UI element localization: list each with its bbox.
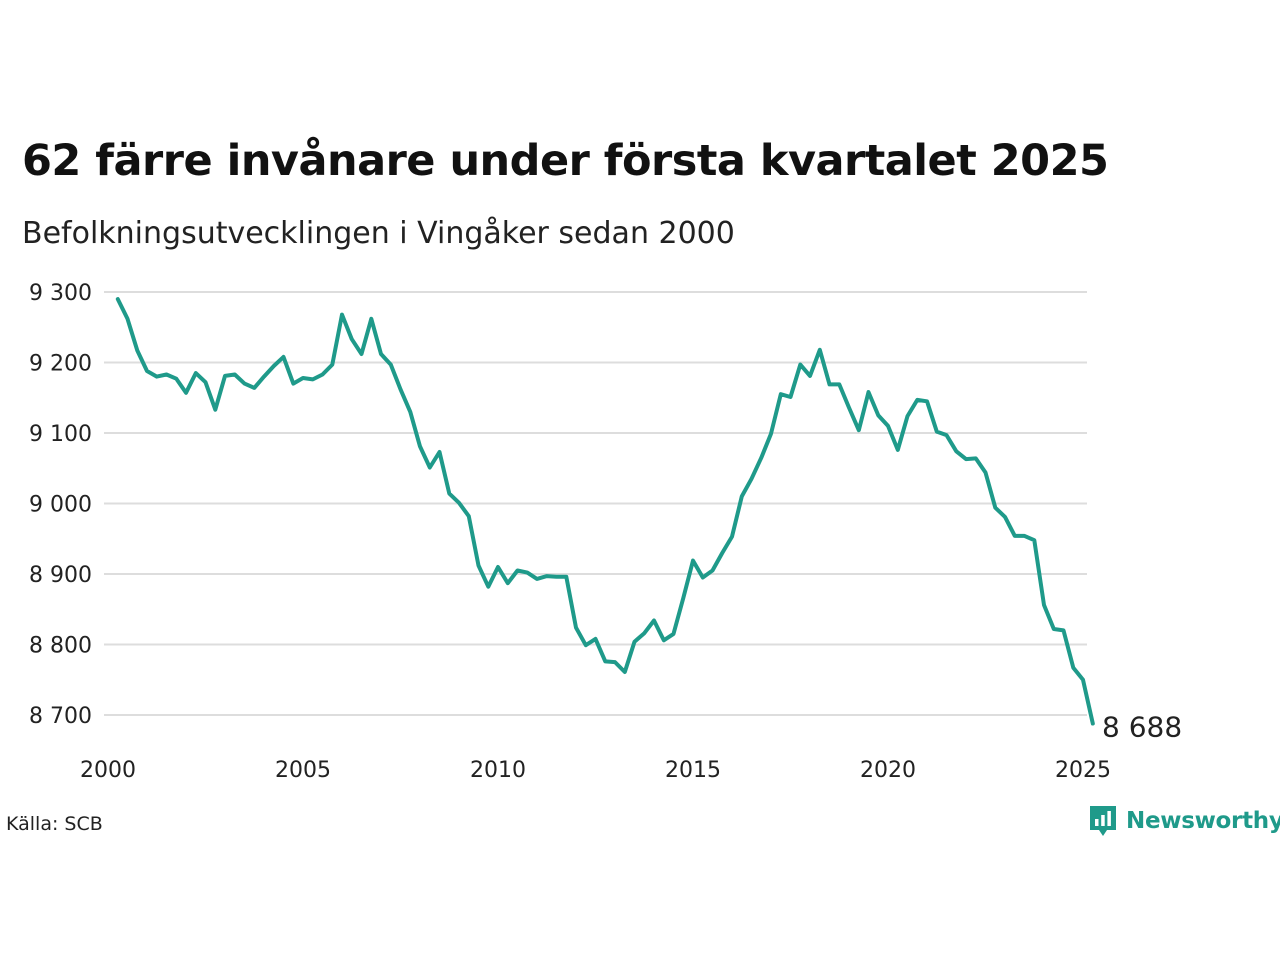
x-tick-label: 2015 <box>665 758 721 783</box>
source-note: Källa: SCB <box>6 813 103 835</box>
x-tick-label: 2020 <box>860 758 916 783</box>
x-tick-label: 2005 <box>275 758 331 783</box>
x-tick-label: 2025 <box>1055 758 1111 783</box>
x-tick-label: 2010 <box>470 758 526 783</box>
gridlines <box>104 291 1087 716</box>
chart-subtitle: Befolkningsutvecklingen i Vingåker sedan… <box>22 216 735 251</box>
x-axis-tick-labels: 2000 2005 2010 2015 2020 2025 <box>80 758 1111 783</box>
y-tick-label: 9 000 <box>29 493 92 518</box>
y-tick-label: 9 100 <box>29 422 92 447</box>
series-line <box>115 297 1095 726</box>
y-axis-tick-labels: 9 300 9 200 9 100 9 000 8 900 8 800 8 700 <box>29 281 92 729</box>
brand-logo: Newsworthy <box>1088 804 1280 838</box>
y-tick-label: 9 300 <box>29 281 92 306</box>
end-label-layer: 8 688 <box>1102 710 1182 743</box>
brand-name: Newsworthy <box>1126 808 1280 834</box>
newsworthy-logo-icon <box>1090 806 1116 836</box>
y-tick-label: 8 700 <box>29 704 92 729</box>
y-tick-label: 8 800 <box>29 634 92 659</box>
series-layer <box>115 297 1095 726</box>
x-tick-label: 2000 <box>80 758 136 783</box>
chart-title: 62 färre invånare under första kvartalet… <box>22 136 1109 186</box>
y-tick-label: 9 200 <box>29 352 92 377</box>
end-value-label: 8 688 <box>1102 710 1182 743</box>
y-tick-label: 8 900 <box>29 563 92 588</box>
